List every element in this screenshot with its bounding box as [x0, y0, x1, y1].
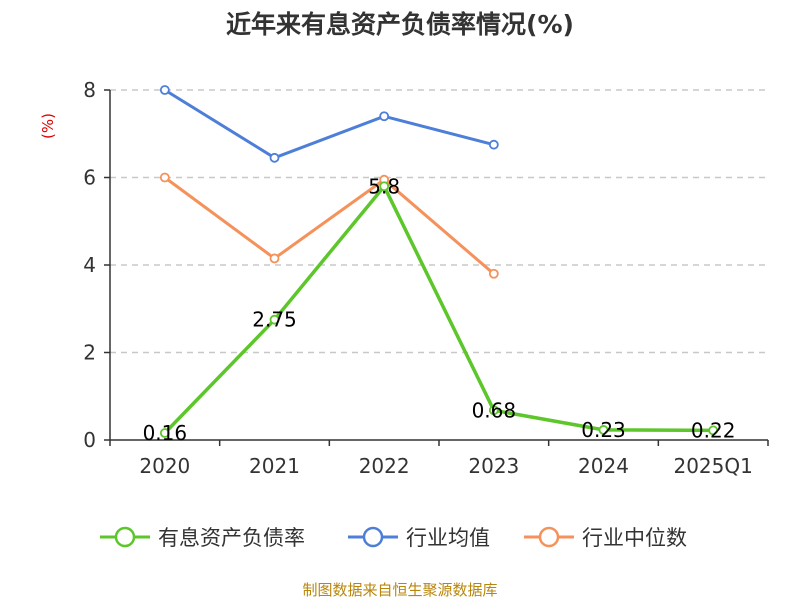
data-labels: 0.16 2.75 5.8 0.68 0.23 0.22: [143, 174, 736, 445]
y-tick-label: 6: [83, 166, 96, 190]
x-tick-label: 2021: [249, 454, 300, 478]
chart-title: 近年来有息资产负债率情况(%): [226, 10, 574, 39]
data-point: [269, 253, 280, 264]
series-line-2: [163, 176, 495, 275]
data-point: [488, 405, 499, 416]
data-label: 0.22: [691, 418, 736, 442]
legend-label: 行业中位数: [582, 526, 687, 550]
y-axis-label: (%): [39, 113, 57, 139]
data-point: [269, 152, 280, 163]
x-tick-label: 2025Q1: [673, 454, 752, 478]
legend-label: 行业均值: [406, 526, 490, 550]
data-label: 0.16: [143, 421, 188, 445]
data-point: [159, 428, 170, 438]
data-label: 0.23: [581, 418, 626, 442]
data-point: [488, 139, 499, 150]
x-tick-label: 2023: [468, 454, 519, 478]
data-point: [379, 181, 390, 192]
data-point: [708, 425, 719, 436]
y-tick-label: 8: [83, 78, 96, 102]
data-point: [488, 268, 499, 279]
legend: 有息资产负债率 行业均值 行业中位数: [100, 526, 687, 550]
data-label: 0.68: [472, 398, 517, 422]
legend-swatch-marker: [362, 526, 384, 548]
legend-swatch-marker: [538, 526, 560, 548]
data-label: 5.8: [368, 174, 400, 198]
x-tick-label: 2022: [359, 454, 410, 478]
series-line-1: [164, 88, 495, 160]
source-note: 制图数据来自恒生聚源数据库: [302, 581, 497, 599]
y-tick-label: 2: [83, 341, 96, 365]
data-point: [159, 85, 170, 95]
y-tick-label: 4: [83, 253, 96, 277]
legend-label: 有息资产负债率: [158, 526, 305, 550]
data-point: [379, 111, 390, 122]
series-lines: [159, 85, 719, 438]
legend-swatch-marker: [114, 526, 136, 548]
x-tick-label: 2020: [139, 454, 190, 478]
data-point: [159, 172, 170, 183]
data-label: 2.75: [252, 308, 297, 332]
y-tick-label: 0: [83, 428, 96, 452]
data-point: [598, 425, 609, 435]
series-line-0: [163, 184, 714, 435]
x-tick-label: 2024: [578, 454, 629, 478]
axes: 0 2 4 6 8 2020 2021 2022 2023 2024 2025Q1: [83, 78, 769, 478]
data-point: [269, 314, 280, 325]
